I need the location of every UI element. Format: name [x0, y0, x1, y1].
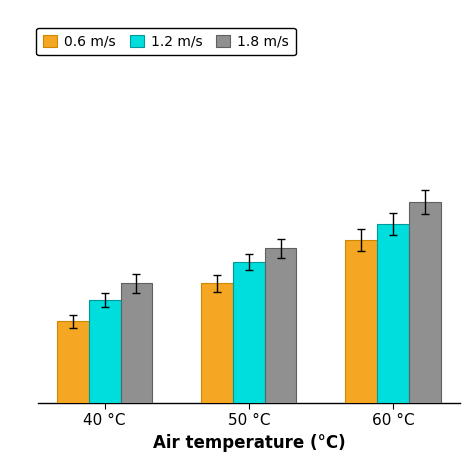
Bar — [120, 283, 152, 403]
Bar — [57, 321, 89, 403]
Bar — [233, 262, 264, 403]
X-axis label: Air temperature (°C): Air temperature (°C) — [153, 434, 345, 452]
Bar — [201, 283, 233, 403]
Bar — [409, 202, 441, 403]
Legend: 0.6 m/s, 1.2 m/s, 1.8 m/s: 0.6 m/s, 1.2 m/s, 1.8 m/s — [36, 27, 296, 55]
Bar — [89, 300, 120, 403]
Bar — [377, 224, 409, 403]
Bar — [264, 248, 296, 403]
Bar — [346, 240, 377, 403]
